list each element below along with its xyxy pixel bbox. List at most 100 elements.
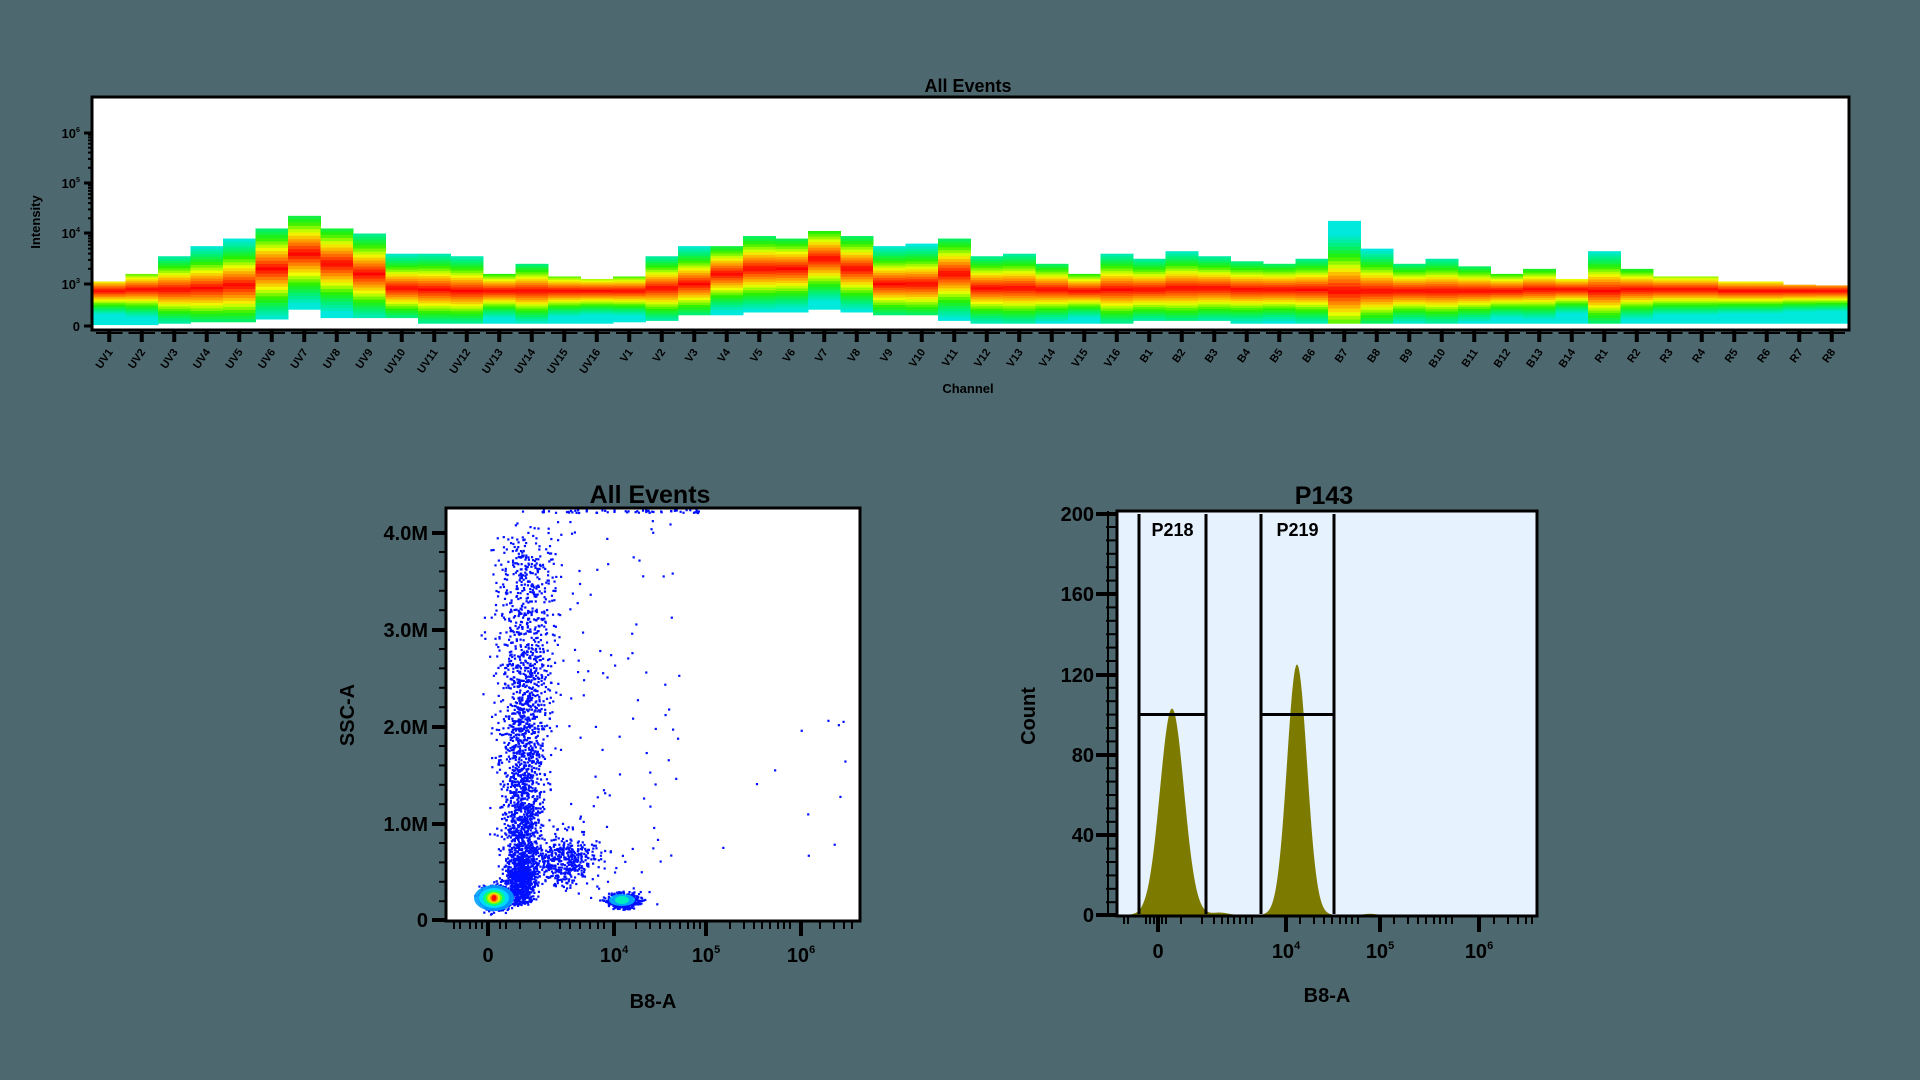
spectrum-channel-column[interactable] (190, 246, 224, 323)
histogram-gates: P218 P219 (1137, 514, 1336, 914)
spectrum-channel-label: R2 (1625, 347, 1643, 365)
spectrum-channel-label: UV3 (159, 347, 181, 371)
spectrum-channel-column[interactable] (158, 256, 191, 324)
spectrum-channel-column[interactable] (678, 246, 711, 316)
spectrum-channel-column[interactable] (1263, 263, 1296, 324)
spectrum-channel-column[interactable] (1328, 220, 1361, 324)
spectrum-channel-column[interactable] (1100, 253, 1134, 324)
spectrum-channel-column[interactable] (873, 246, 906, 316)
spectrum-channel-column[interactable] (125, 273, 159, 326)
spectrum-channel-column[interactable] (1685, 276, 1719, 324)
spectrum-channel-column[interactable] (1165, 251, 1199, 321)
spectrum-channel-label: V5 (748, 347, 766, 365)
spectrum-channel-column[interactable] (1230, 261, 1264, 324)
spectrum-channel-column[interactable] (645, 256, 679, 321)
spectrum-channel-label: UV10 (383, 347, 409, 376)
histogram-y-tick-label: 120 (1061, 665, 1094, 687)
gate-label: P218 (1151, 520, 1193, 540)
spectrum-channel-label: V12 (972, 347, 993, 370)
spectrum-channel-column[interactable] (1718, 281, 1751, 324)
spectrum-channel-column[interactable] (1523, 268, 1556, 324)
spectrum-channel-label: UV9 (354, 347, 376, 371)
histogram-x-tick-label: 104 (1272, 940, 1301, 963)
spectrum-channel-label: UV16 (578, 347, 604, 376)
spectrum-y-axis: 106 105 104 103 0 (62, 126, 92, 334)
spectrum-channel-column[interactable] (1198, 256, 1231, 321)
spectrum-channel-column[interactable] (288, 215, 321, 310)
spectrum-x-axis: UV1 UV2 UV3 UV4 UV5 UV6 UV7 UV8 UV9 UV10 UV11 UV12 U… (94, 330, 1845, 376)
spectrum-channel-column[interactable] (613, 276, 646, 323)
spectrum-channel-column[interactable] (1425, 258, 1459, 324)
spectrum-channel-column[interactable] (93, 281, 126, 326)
spectrum-channel-column[interactable] (580, 278, 614, 324)
gate-p218[interactable]: P218 (1137, 514, 1208, 914)
spectrum-channel-label: V14 (1037, 346, 1059, 370)
spectrum-channel-label: V3 (683, 347, 701, 365)
histogram-x-label: B8-A (1304, 985, 1351, 1007)
spectrum-channel-column[interactable] (1620, 268, 1654, 324)
spectrum-channel-column[interactable] (1360, 248, 1394, 324)
spectrum-channel-column[interactable] (938, 238, 971, 321)
spectrum-channel-column[interactable] (450, 256, 484, 324)
spectrum-channel-label: UV1 (94, 347, 116, 371)
spectrum-channel-column[interactable] (1068, 273, 1101, 324)
spectrum-channel-label: B3 (1203, 347, 1221, 365)
spectrum-channel-column[interactable] (1295, 258, 1329, 324)
spectrum-channel-label: V11 (940, 347, 961, 369)
spectrum-channel-column[interactable] (483, 273, 516, 324)
histogram-y-axis: 200 160 120 80 40 0 (1061, 504, 1117, 927)
spectrum-channel-column[interactable] (1815, 285, 1849, 324)
spectrum-channel-label: UV7 (289, 347, 311, 371)
scatter-y-axis: 4.0M 3.0M 2.0M 1.0M 0 (384, 523, 446, 932)
spectrum-channel-label: V7 (813, 347, 831, 365)
spectrum-channel-label: V13 (1005, 347, 1026, 370)
spectrum-channel-column[interactable] (1035, 263, 1069, 324)
spectrum-channel-label: B5 (1268, 347, 1286, 365)
spectrum-channel-column[interactable] (970, 256, 1004, 324)
spectrum-channel-column[interactable] (775, 238, 809, 313)
histogram-x-tick-label: 106 (1465, 940, 1493, 963)
spectrum-channel-column[interactable] (710, 246, 744, 316)
spectrum-channel-column[interactable] (1588, 251, 1621, 324)
spectrum-channel-column[interactable] (385, 253, 419, 319)
spectrum-channel-column[interactable] (743, 236, 776, 313)
spectrum-channel-column[interactable] (905, 243, 939, 316)
spectrum-channel-column[interactable] (320, 228, 354, 319)
gate-label: P219 (1276, 520, 1318, 540)
spectrum-channel-column[interactable] (353, 233, 386, 319)
spectrum-channel-label: R6 (1755, 347, 1773, 365)
spectrum-channel-column[interactable] (515, 263, 549, 324)
spectrum-channel-column[interactable] (1133, 258, 1166, 321)
spectrum-channel-column[interactable] (1458, 266, 1491, 324)
spectrum-y-tick-label: 103 (62, 277, 80, 292)
spectrum-channel-column[interactable] (1490, 273, 1524, 324)
spectrum-channel-column[interactable] (1003, 253, 1036, 324)
spectrum-channel-label: B6 (1300, 347, 1318, 365)
spectrum-channel-label: V15 (1070, 347, 1091, 370)
scatter-x-label: B8-A (630, 991, 677, 1013)
spectrum-y-tick-label: 106 (62, 126, 80, 141)
spectrum-channel-column[interactable] (418, 253, 451, 324)
spectrum-channel-label: R3 (1658, 347, 1676, 365)
spectrum-channel-column[interactable] (840, 236, 874, 313)
spectrum-channel-column[interactable] (1393, 263, 1426, 324)
spectrum-channel-column[interactable] (548, 276, 581, 324)
spectrum-channel-column[interactable] (808, 230, 841, 310)
scatter-title: All Events (590, 481, 711, 509)
spectrum-channel-column[interactable] (1555, 278, 1589, 324)
scatter-frame (444, 506, 862, 923)
spectrum-channel-label: UV11 (415, 347, 440, 376)
spectrum-channel-column[interactable] (1750, 281, 1784, 324)
spectrum-channel-label: V10 (907, 347, 928, 370)
spectrum-channel-column[interactable] (223, 238, 256, 323)
histogram-y-label: Count (1018, 687, 1040, 745)
gate-p219[interactable]: P219 (1259, 514, 1336, 914)
spectrum-channel-column[interactable] (1653, 276, 1686, 324)
spectrum-channel-column[interactable] (255, 228, 289, 320)
spectrum-channel-label: V9 (878, 347, 896, 365)
spectrum-channel-label: B9 (1398, 347, 1416, 365)
histogram-x-tick-label: 105 (1366, 940, 1394, 963)
histogram-frame (1115, 509, 1539, 918)
histogram-x-tick-label: 0 (1152, 941, 1163, 963)
spectrum-channel-column[interactable] (1783, 284, 1816, 324)
